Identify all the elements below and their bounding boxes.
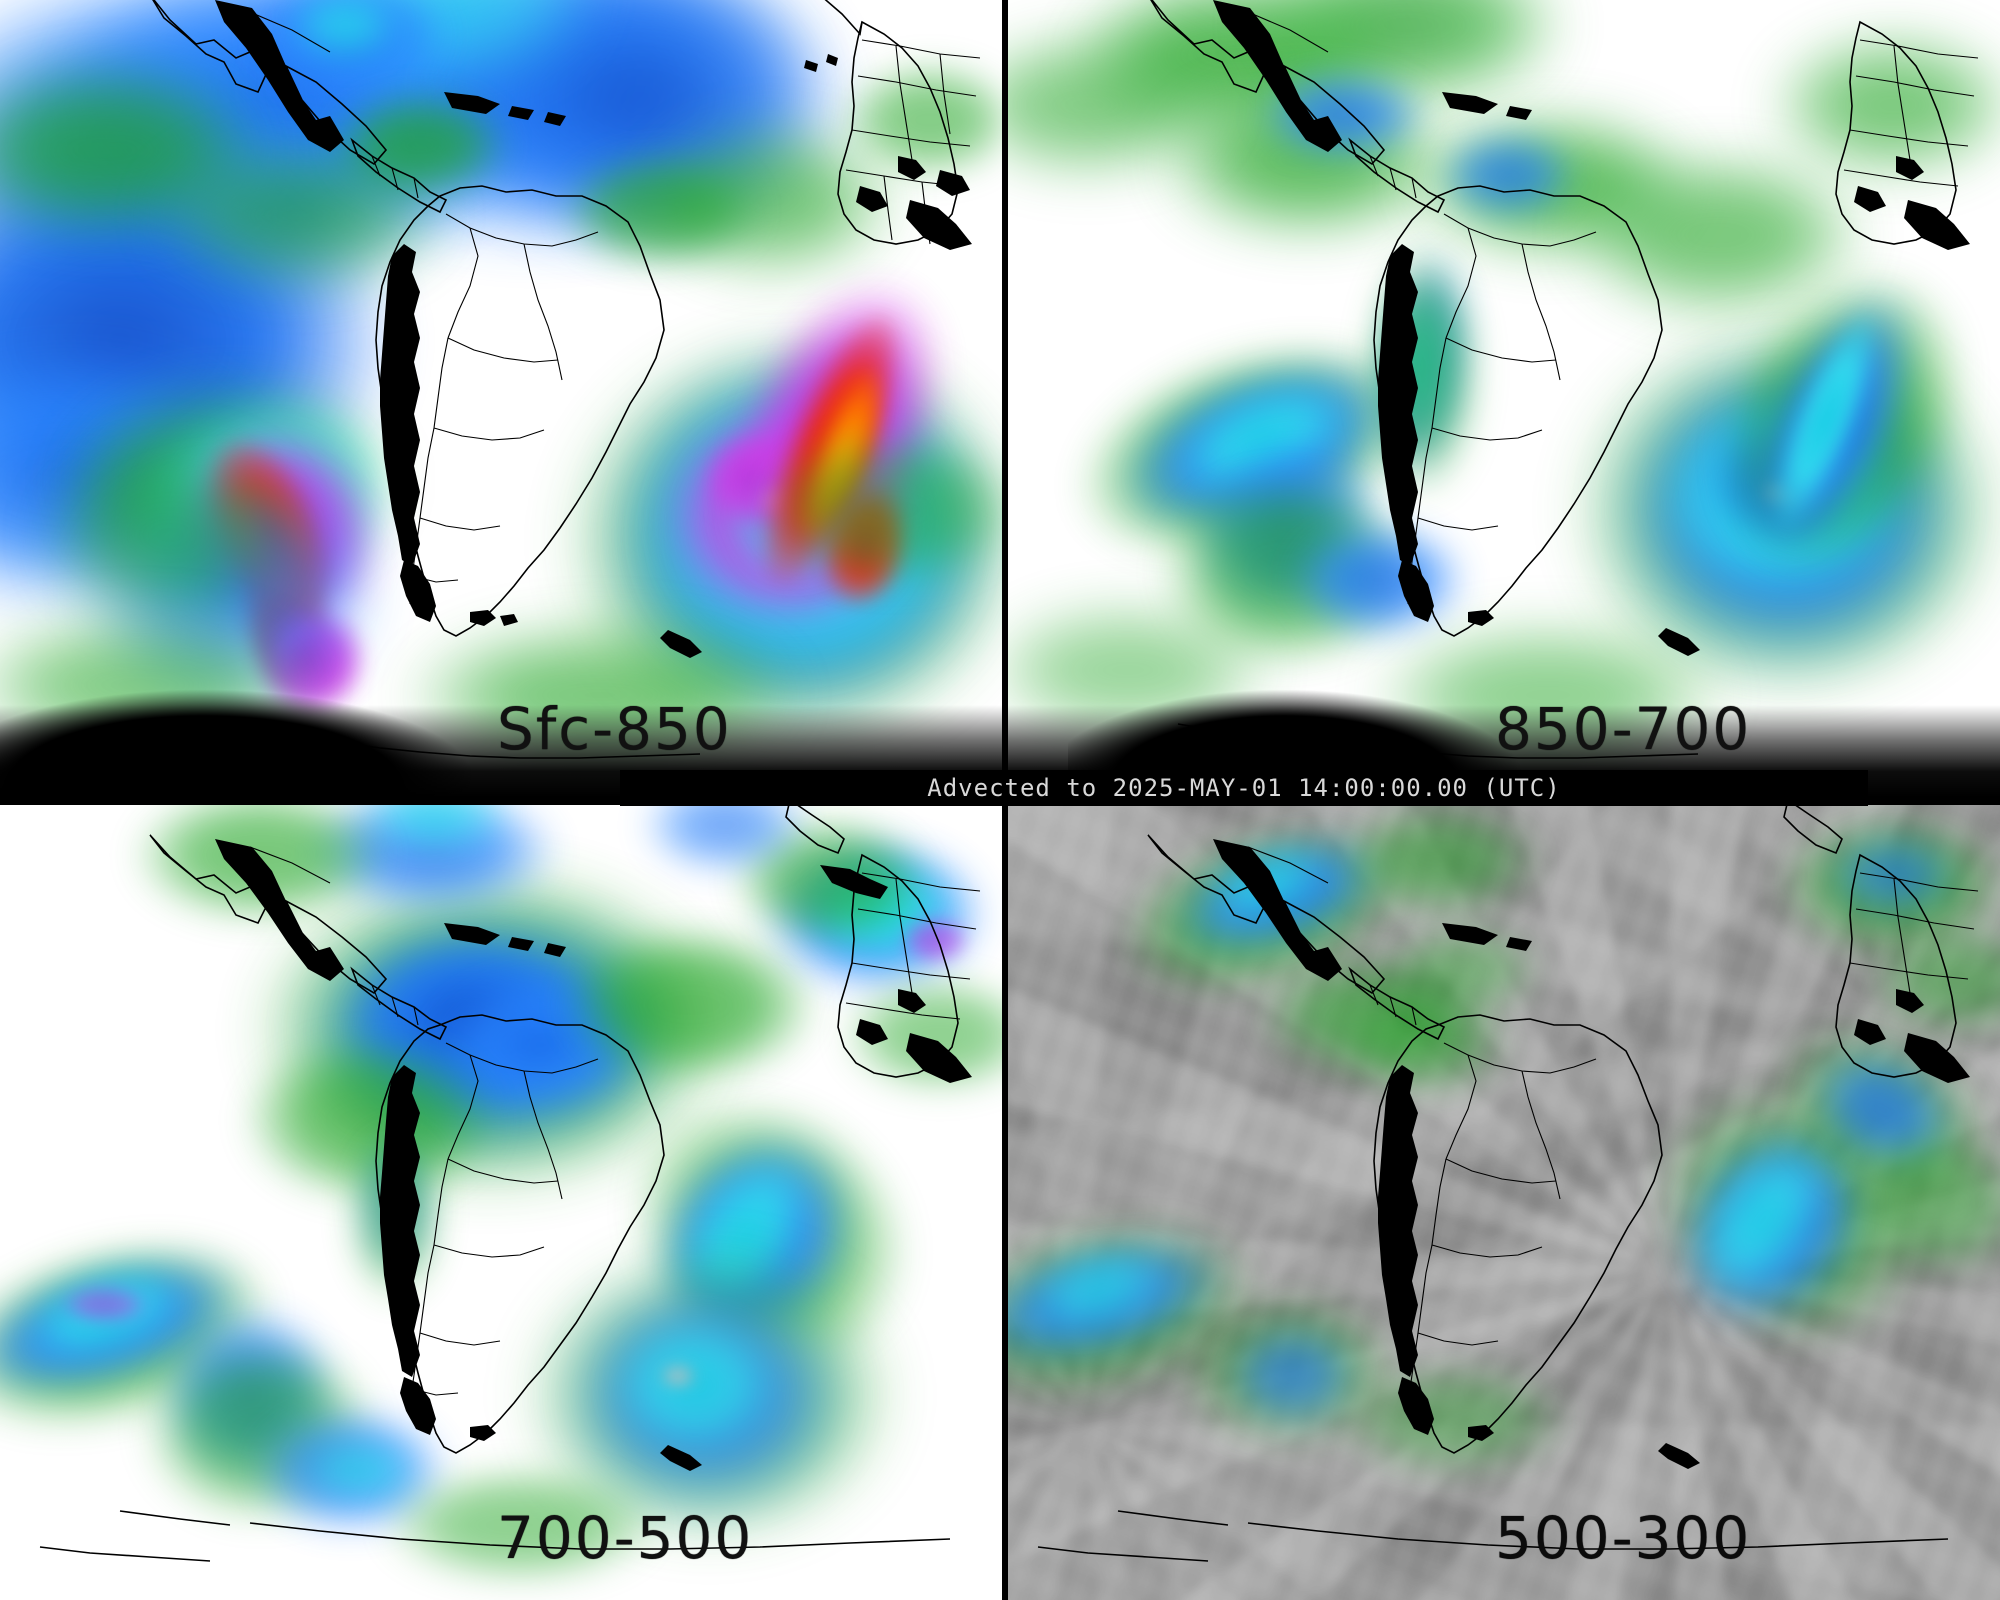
moisture-field-850-700 <box>1008 0 2000 797</box>
panel-850-700[interactable]: 850-700 <box>1008 0 2000 797</box>
moisture-field-sfc-850 <box>0 0 1002 797</box>
moisture-field-700-500 <box>0 805 1002 1600</box>
panel-sfc-850[interactable]: Sfc-850 <box>0 0 1002 797</box>
timestamp-text: Advected to 2025-MAY-01 14:00:00.00 (UTC… <box>927 774 1561 802</box>
panel-label-850-700: 850-700 <box>1495 695 1752 763</box>
panel-700-500[interactable]: 700-500 <box>0 805 1002 1600</box>
moisture-field-500-300 <box>1008 805 2000 1600</box>
panel-label-700-500: 700-500 <box>497 1504 754 1572</box>
panel-label-500-300: 500-300 <box>1495 1504 1752 1572</box>
antarctic-landmass <box>0 687 542 797</box>
timestamp-banner: Advected to 2025-MAY-01 14:00:00.00 (UTC… <box>620 770 1868 806</box>
panel-500-300[interactable]: 500-300 <box>1008 805 2000 1600</box>
panel-label-sfc-850: Sfc-850 <box>497 695 732 763</box>
